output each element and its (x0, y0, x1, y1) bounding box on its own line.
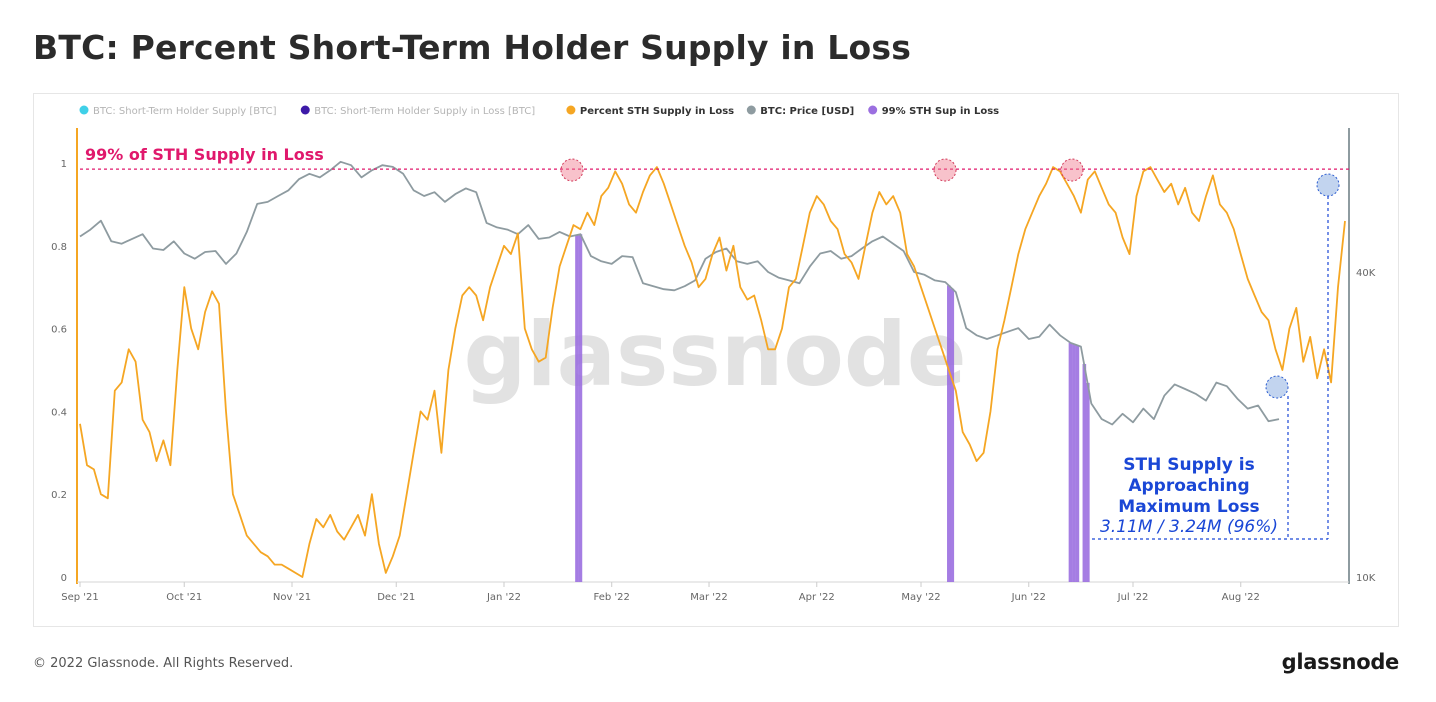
callout-line-2: Approaching (1128, 476, 1249, 496)
legend-label-4: 99% STH Sup in Loss (882, 106, 999, 117)
sup-bars (575, 234, 1090, 583)
x-tick-2: Nov '21 (273, 592, 311, 603)
sup-bar-0 (575, 234, 579, 582)
x-tick-5: Feb '22 (594, 592, 630, 603)
y-right-tick-1: 40K (1356, 268, 1376, 279)
sup-bar-3 (950, 288, 955, 582)
legend-label-3: BTC: Price [USD] (760, 106, 854, 117)
current-marker-1 (1265, 375, 1289, 399)
x-tick-8: May '22 (901, 592, 940, 603)
legend-label-2: Percent STH Supply in Loss (580, 106, 734, 117)
legend-marker-3 (746, 105, 756, 115)
x-tick-10: Jul '22 (1117, 592, 1149, 603)
copyright-text: © 2022 Glassnode. All Rights Reserved. (33, 656, 294, 671)
chart-overlays: 99% of STH Supply in Loss STH Supply isAp… (80, 145, 1351, 540)
y-right-tick-0: 10K (1356, 573, 1376, 584)
sup-bar-7 (1082, 363, 1087, 582)
x-tick-9: Jun '22 (1011, 592, 1046, 603)
brand-logo: glassnode (1281, 650, 1400, 674)
y-left-tick-5: 1 (61, 159, 67, 170)
legend-marker-0 (79, 105, 89, 115)
y-left-tick-4: 0.8 (51, 242, 67, 253)
sup-bar-8 (1086, 382, 1090, 582)
legend-label-0: BTC: Short-Term Holder Supply [BTC] (93, 106, 277, 117)
chart-title: BTC: Percent Short-Term Holder Supply in… (33, 28, 912, 67)
chart-lines (79, 160, 1346, 578)
chart-axes: 0 0.2 0.4 0.6 0.8 1 10K 40K Sep '21 Oct '21 Nov '2… (51, 128, 1376, 603)
legend-marker-2 (566, 105, 576, 115)
callout-line-3: Maximum Loss (1118, 497, 1259, 517)
chart-legend: BTC: Short-Term Holder Supply [BTC] BTC: … (79, 105, 999, 117)
legend-marker-4 (868, 105, 878, 115)
current-marker-0 (1316, 173, 1340, 197)
sup-bar-2 (947, 285, 951, 582)
x-tick-3: Dec '21 (377, 592, 415, 603)
peak-marker-1 (933, 158, 957, 182)
y-left-tick-3: 0.6 (51, 325, 67, 336)
watermark: glassnode (463, 303, 966, 406)
legend-label-1: BTC: Short-Term Holder Supply in Loss [B… (314, 106, 535, 117)
x-tick-11: Aug '22 (1222, 592, 1260, 603)
chart-frame (33, 93, 1399, 627)
percent-sth-loss-line (79, 166, 1346, 578)
legend-marker-1 (300, 105, 310, 115)
callout-line-1: STH Supply is (1123, 455, 1254, 475)
x-tick-6: Mar '22 (690, 592, 728, 603)
sup-bar-5 (1072, 344, 1076, 582)
x-tick-4: Jan '22 (486, 592, 521, 603)
sup-bar-6 (1075, 345, 1080, 582)
sup-bar-4 (1068, 342, 1073, 582)
peak-marker-2 (1060, 158, 1084, 182)
x-tick-1: Oct '21 (166, 592, 202, 603)
y-left-tick-2: 0.4 (51, 407, 67, 418)
y-left-tick-0: 0 (61, 573, 67, 584)
callout-line-4: 3.11M / 3.24M (96%) (1100, 517, 1278, 537)
sup-bar-1 (578, 234, 583, 583)
x-tick-0: Sep '21 (61, 592, 99, 603)
price-line (79, 160, 1280, 426)
x-tick-7: Apr '22 (799, 592, 835, 603)
peak-marker-0 (560, 158, 584, 182)
y-left-tick-1: 0.2 (51, 490, 67, 501)
threshold-label: 99% of STH Supply in Loss (85, 145, 324, 164)
